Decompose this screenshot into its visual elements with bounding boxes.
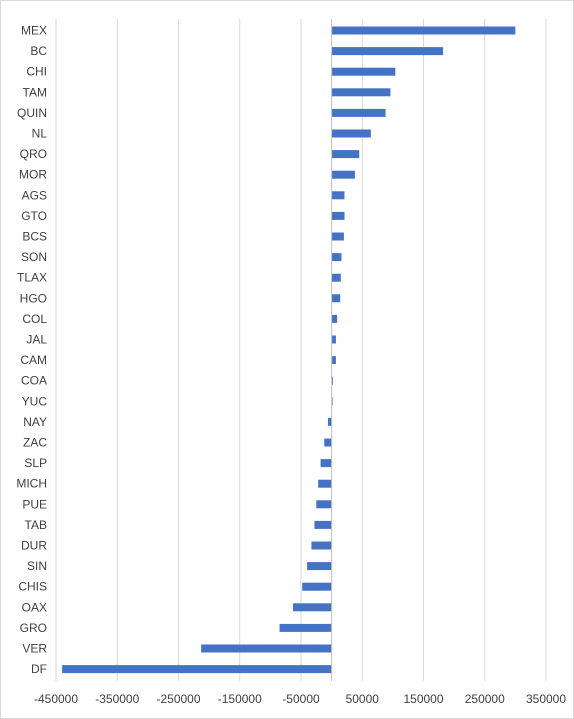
category-label: CAM xyxy=(20,353,47,367)
bar-ver xyxy=(201,644,332,653)
category-label: CHIS xyxy=(18,580,47,594)
x-tick-label: 150000 xyxy=(403,692,443,706)
bar-bcs xyxy=(331,232,344,241)
x-tick-label: -450000 xyxy=(34,692,78,706)
bar-tlax xyxy=(331,273,341,282)
bar-tam xyxy=(331,88,391,97)
grid-layer xyxy=(55,19,547,681)
category-label: ZAC xyxy=(23,436,47,450)
category-label: NAY xyxy=(23,415,47,429)
category-label: JAL xyxy=(26,333,47,347)
bar-zac xyxy=(324,438,332,447)
bar-sin xyxy=(307,562,332,571)
bar-pue xyxy=(316,500,332,509)
bar-coa xyxy=(331,376,333,385)
x-tick-labels: -450000 -350000 -250000 -150000 -50000 50000 1… xyxy=(34,692,566,706)
bar-mor xyxy=(331,170,355,179)
category-label: TLAX xyxy=(17,271,47,285)
x-tick-label: -250000 xyxy=(156,692,200,706)
category-label: HGO xyxy=(20,291,47,305)
category-label: PUE xyxy=(22,497,47,511)
bar-tab xyxy=(314,520,332,529)
category-label: COL xyxy=(22,312,47,326)
bar-chi xyxy=(331,67,396,76)
bar-nay xyxy=(327,417,332,426)
category-labels: MEX BC CHI TAM QUIN NL QRO MOR AGS GTO BCS SON TLAX H… xyxy=(16,24,47,677)
category-label: MOR xyxy=(19,168,47,182)
bar-hgo xyxy=(331,294,341,303)
category-label: SLP xyxy=(24,456,47,470)
category-label: CHI xyxy=(26,65,47,79)
bar-gto xyxy=(331,211,345,220)
category-label: AGS xyxy=(22,188,47,202)
bar-dur xyxy=(311,541,332,550)
category-label: BCS xyxy=(22,230,47,244)
bar-jal xyxy=(331,335,336,344)
category-label: DUR xyxy=(21,539,47,553)
bar-col xyxy=(331,314,338,323)
category-label: MEX xyxy=(21,24,47,38)
category-label: BC xyxy=(30,44,47,58)
bar-nl xyxy=(331,129,371,138)
category-label: QRO xyxy=(20,147,47,161)
category-label: SIN xyxy=(27,559,47,573)
bar-mich xyxy=(318,479,332,488)
x-tick-label: -150000 xyxy=(218,692,262,706)
bar-chis xyxy=(302,582,332,591)
bar-oax xyxy=(293,603,332,612)
bar-ags xyxy=(331,191,345,200)
x-tick-label: 350000 xyxy=(526,692,566,706)
category-label: QUIN xyxy=(17,106,47,120)
category-label: SON xyxy=(21,250,47,264)
x-tick-label: 250000 xyxy=(465,692,505,706)
bars-layer xyxy=(62,26,516,674)
category-label: YUC xyxy=(22,394,48,408)
category-label: MICH xyxy=(16,477,47,491)
category-label: OAX xyxy=(22,600,47,614)
bar-gro xyxy=(279,623,332,632)
category-label: GRO xyxy=(20,621,47,635)
bar-bc xyxy=(331,47,444,56)
bar-son xyxy=(331,253,342,262)
category-label: DF xyxy=(31,662,47,676)
category-label: TAM xyxy=(23,85,47,99)
bar-qro xyxy=(331,150,360,159)
category-label: TAB xyxy=(25,518,47,532)
bar-slp xyxy=(320,459,332,468)
category-label: NL xyxy=(32,127,48,141)
bar-cam xyxy=(331,356,336,365)
category-label: VER xyxy=(22,642,47,656)
bar-mex xyxy=(331,26,516,35)
x-tick-label: 50000 xyxy=(346,692,380,706)
x-tick-label: -50000 xyxy=(282,692,320,706)
category-label: COA xyxy=(21,374,47,388)
bar-quin xyxy=(331,108,386,117)
category-label: GTO xyxy=(21,209,47,223)
x-tick-label: -350000 xyxy=(95,692,139,706)
bar-df xyxy=(62,665,332,674)
